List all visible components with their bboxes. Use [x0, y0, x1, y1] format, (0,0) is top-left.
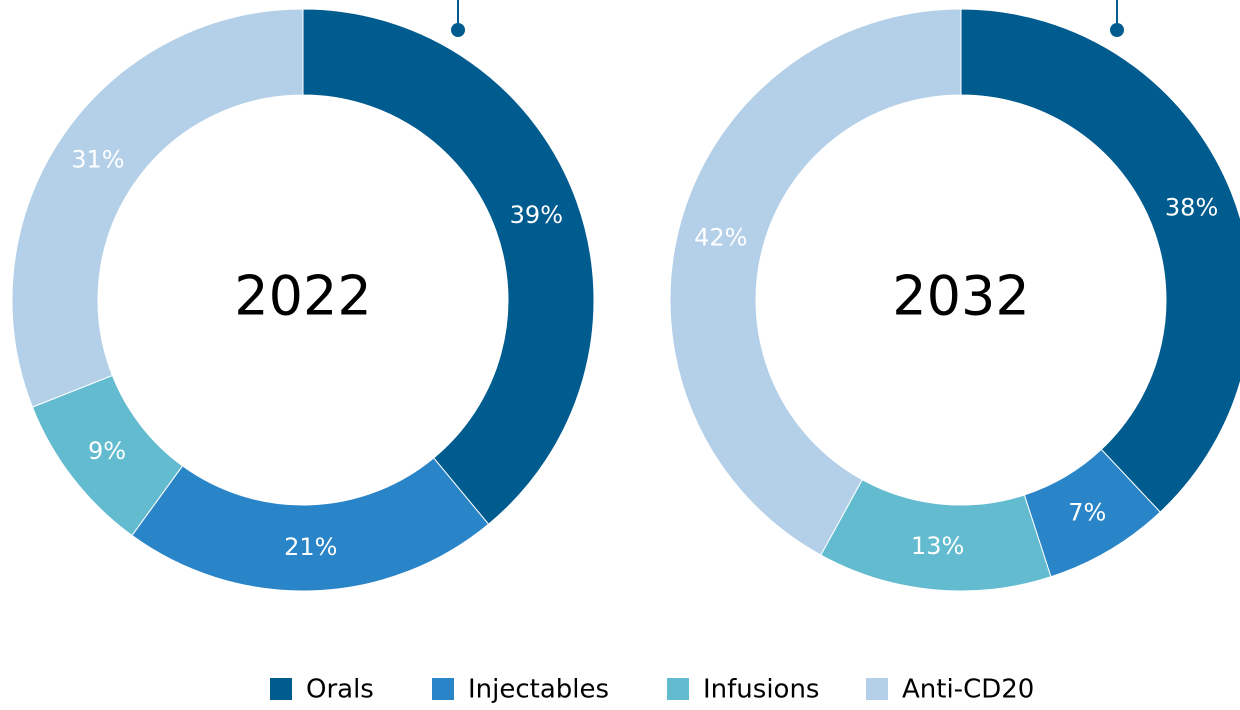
- center-label: 2032: [892, 265, 1029, 328]
- value-label: 21%: [284, 533, 337, 561]
- leader-dot: [451, 23, 465, 37]
- value-label: 39%: [510, 201, 563, 229]
- value-label: 7%: [1068, 498, 1106, 526]
- value-label: 42%: [694, 223, 747, 251]
- legend-swatch: [432, 678, 454, 700]
- legend-label: Anti-CD20: [902, 675, 1034, 705]
- center-label: 2022: [234, 265, 371, 328]
- value-label: 31%: [71, 146, 124, 174]
- donut-slice: [960, 8, 1240, 513]
- legend-swatch: [866, 678, 888, 700]
- value-label: 38%: [1165, 194, 1218, 222]
- donut-slice: [669, 8, 962, 556]
- leader-dot: [1110, 23, 1124, 37]
- donut-slice: [131, 457, 490, 592]
- legend-swatch: [667, 678, 689, 700]
- legend-swatch: [270, 678, 292, 700]
- donut-slice: [11, 8, 304, 408]
- legend-label: Injectables: [468, 675, 609, 705]
- value-label: 13%: [911, 532, 964, 560]
- legend-label: Infusions: [703, 675, 819, 705]
- legend-label: Orals: [306, 675, 374, 705]
- value-label: 9%: [88, 437, 126, 465]
- donut-slice: [302, 8, 595, 525]
